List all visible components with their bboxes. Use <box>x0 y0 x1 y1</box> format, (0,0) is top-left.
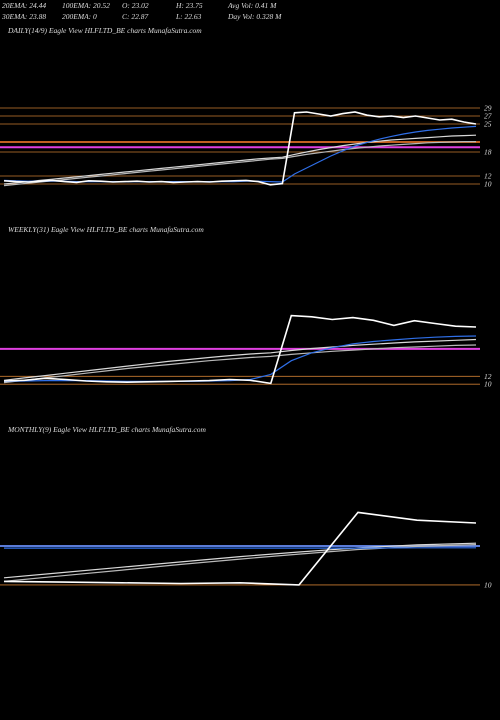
y-tick-label: 10 <box>484 580 492 589</box>
series-line <box>3 111 477 186</box>
stat: L: 22.63 <box>175 12 202 21</box>
y-tick-label: 27 <box>484 112 492 121</box>
series-line <box>3 314 477 385</box>
y-tick-label: 25 <box>484 120 492 129</box>
stat: C: 22.87 <box>122 12 149 21</box>
stat: O: 23.02 <box>122 1 149 10</box>
stat: 200EMA: 0 <box>62 12 97 21</box>
series-line <box>3 544 477 582</box>
y-tick-label: 12 <box>484 372 492 381</box>
stat: 20EMA: 24.44 <box>2 1 46 10</box>
series-line <box>3 338 477 381</box>
stat: Avg Vol: 0.41 M <box>227 1 277 10</box>
series-line <box>3 134 477 185</box>
stat: 30EMA: 23.88 <box>1 12 46 21</box>
series-line <box>3 125 477 183</box>
stat: Day Vol: 0.328 M <box>227 12 282 21</box>
series-line <box>3 141 476 187</box>
series-line <box>3 344 477 384</box>
series-line <box>3 511 477 586</box>
panel-title: DAILY(14/9) Eagle View HLFLTD_BE charts … <box>7 26 202 35</box>
panel-title: MONTHLY(9) Eagle View HLFLTD_BE charts M… <box>7 425 206 434</box>
y-tick-label: 10 <box>484 180 492 189</box>
y-tick-label: 12 <box>484 172 492 181</box>
y-tick-label: 10 <box>484 380 492 389</box>
series-line <box>3 542 477 579</box>
stat: H: 23.75 <box>175 1 203 10</box>
panel-title: WEEKLY(31) Eagle View HLFLTD_BE charts M… <box>8 225 204 234</box>
stat: 100EMA: 20.52 <box>62 1 110 10</box>
y-tick-label: 29 <box>484 104 492 113</box>
y-tick-label: 18 <box>484 148 492 157</box>
